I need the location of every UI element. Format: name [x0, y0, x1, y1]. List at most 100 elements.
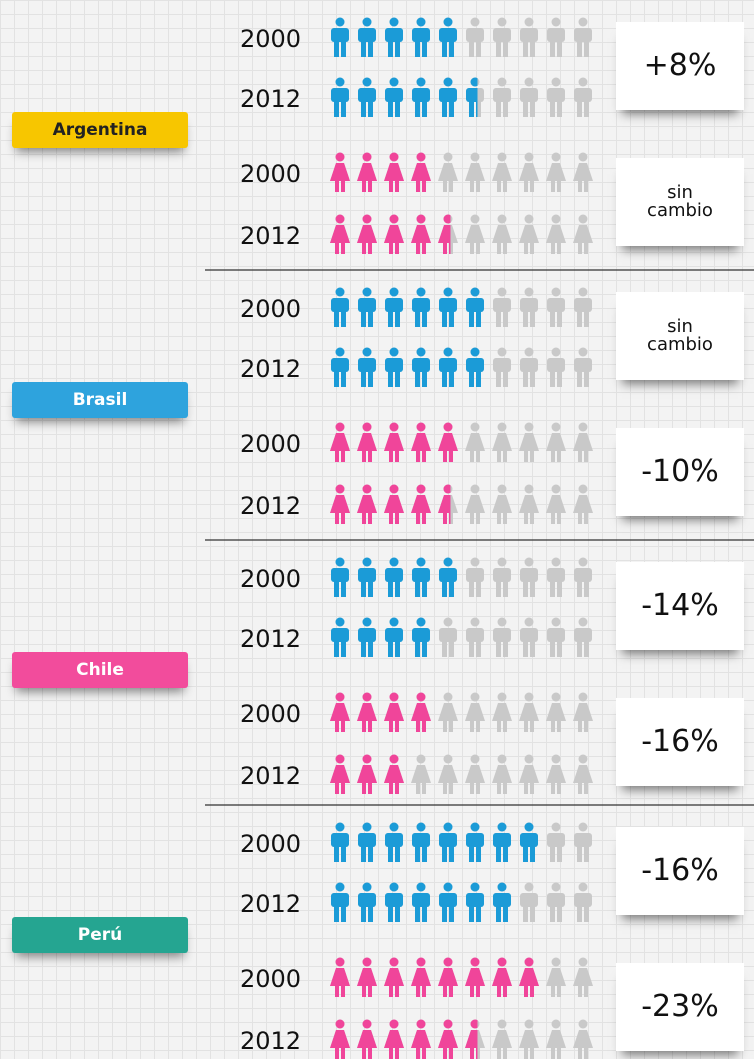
icon-leg: [550, 581, 555, 597]
icon-leg: [530, 242, 534, 254]
icon-body: [466, 568, 484, 582]
year-label: 2000: [240, 160, 301, 188]
icon-head: [525, 153, 534, 162]
icon-body: [493, 568, 511, 582]
icon-body: [574, 358, 592, 372]
icon-leg: [550, 101, 555, 117]
icon-leg: [530, 985, 534, 997]
icon-leg: [497, 720, 501, 732]
country-label: Chile: [12, 652, 188, 688]
icon-head: [417, 78, 426, 87]
icon-leg: [530, 311, 535, 327]
icon-leg: [503, 512, 507, 524]
icon-head: [552, 78, 561, 87]
icon-dress: [330, 703, 350, 721]
icon-head: [498, 288, 507, 297]
icon-head: [498, 823, 507, 832]
icon-body: [466, 28, 484, 42]
icon-leg: [503, 782, 507, 794]
icon-body: [331, 628, 349, 642]
icon-leg: [422, 101, 427, 117]
icon-body: [439, 298, 457, 312]
icon-leg: [551, 1047, 555, 1059]
icon-leg: [361, 101, 366, 117]
icon-dress: [384, 495, 404, 513]
icon-leg: [415, 41, 420, 57]
icon-dress: [438, 163, 458, 181]
icon-head: [471, 348, 480, 357]
icon-leg: [550, 641, 555, 657]
icon-leg: [334, 846, 339, 862]
icon-leg: [557, 846, 562, 862]
icon-body: [493, 88, 511, 102]
icon-leg: [395, 371, 400, 387]
icon-head: [390, 755, 399, 764]
icon-leg: [530, 512, 534, 524]
icon-leg: [395, 450, 399, 462]
icon-leg: [470, 720, 474, 732]
icon-head: [525, 558, 534, 567]
icon-leg: [368, 846, 373, 862]
change-box: sin cambio: [616, 292, 744, 380]
icon-leg: [389, 782, 393, 794]
icon-head: [390, 958, 399, 967]
icon-head: [552, 423, 561, 432]
icon-leg: [422, 311, 427, 327]
icon-leg: [557, 581, 562, 597]
icon-leg: [584, 641, 589, 657]
icon-leg: [415, 371, 420, 387]
icon-head: [498, 1020, 507, 1029]
year-label: 2000: [240, 700, 301, 728]
icon-head: [552, 823, 561, 832]
icon-leg: [341, 846, 346, 862]
icon-leg: [395, 41, 400, 57]
icon-leg: [361, 41, 366, 57]
icon-head: [552, 755, 561, 764]
icon-head: [525, 288, 534, 297]
icon-leg: [530, 1047, 534, 1059]
icon-leg: [497, 782, 501, 794]
icon-leg: [362, 1047, 366, 1059]
icon-leg: [476, 242, 480, 254]
icon-leg: [470, 180, 474, 192]
icon-head: [363, 618, 372, 627]
icon-leg: [415, 581, 420, 597]
icon-leg: [416, 720, 420, 732]
icon-dress: [492, 1030, 512, 1048]
icon-dress: [546, 163, 566, 181]
icon-leg: [584, 242, 588, 254]
icon-leg: [469, 41, 474, 57]
icon-leg: [442, 311, 447, 327]
icon-dress: [573, 495, 593, 513]
icon-body: [520, 88, 538, 102]
icon-leg: [550, 41, 555, 57]
icon-dress: [384, 163, 404, 181]
icon-head: [444, 958, 453, 967]
icon-leg: [388, 371, 393, 387]
country-label: Argentina: [12, 112, 188, 148]
icon-dress: [384, 225, 404, 243]
icon-leg: [341, 906, 346, 922]
icon-leg: [368, 41, 373, 57]
change-label: -10%: [635, 459, 725, 485]
icon-leg: [416, 1047, 420, 1059]
icon-leg: [523, 371, 528, 387]
icon-leg: [449, 371, 454, 387]
icon-head: [390, 288, 399, 297]
icon-leg: [578, 180, 582, 192]
icon-leg: [361, 581, 366, 597]
icon-leg: [341, 720, 345, 732]
icon-leg: [341, 641, 346, 657]
icon-leg: [577, 371, 582, 387]
icon-leg: [395, 180, 399, 192]
icon-leg: [524, 1047, 528, 1059]
icon-head: [498, 215, 507, 224]
icon-leg: [422, 41, 427, 57]
icon-leg: [341, 450, 345, 462]
icon-head: [390, 485, 399, 494]
icon-head: [498, 558, 507, 567]
change-label: sin cambio: [635, 184, 725, 220]
year-label: 2012: [240, 222, 301, 250]
icon-dress: [357, 225, 377, 243]
change-box: -16%: [616, 827, 744, 915]
